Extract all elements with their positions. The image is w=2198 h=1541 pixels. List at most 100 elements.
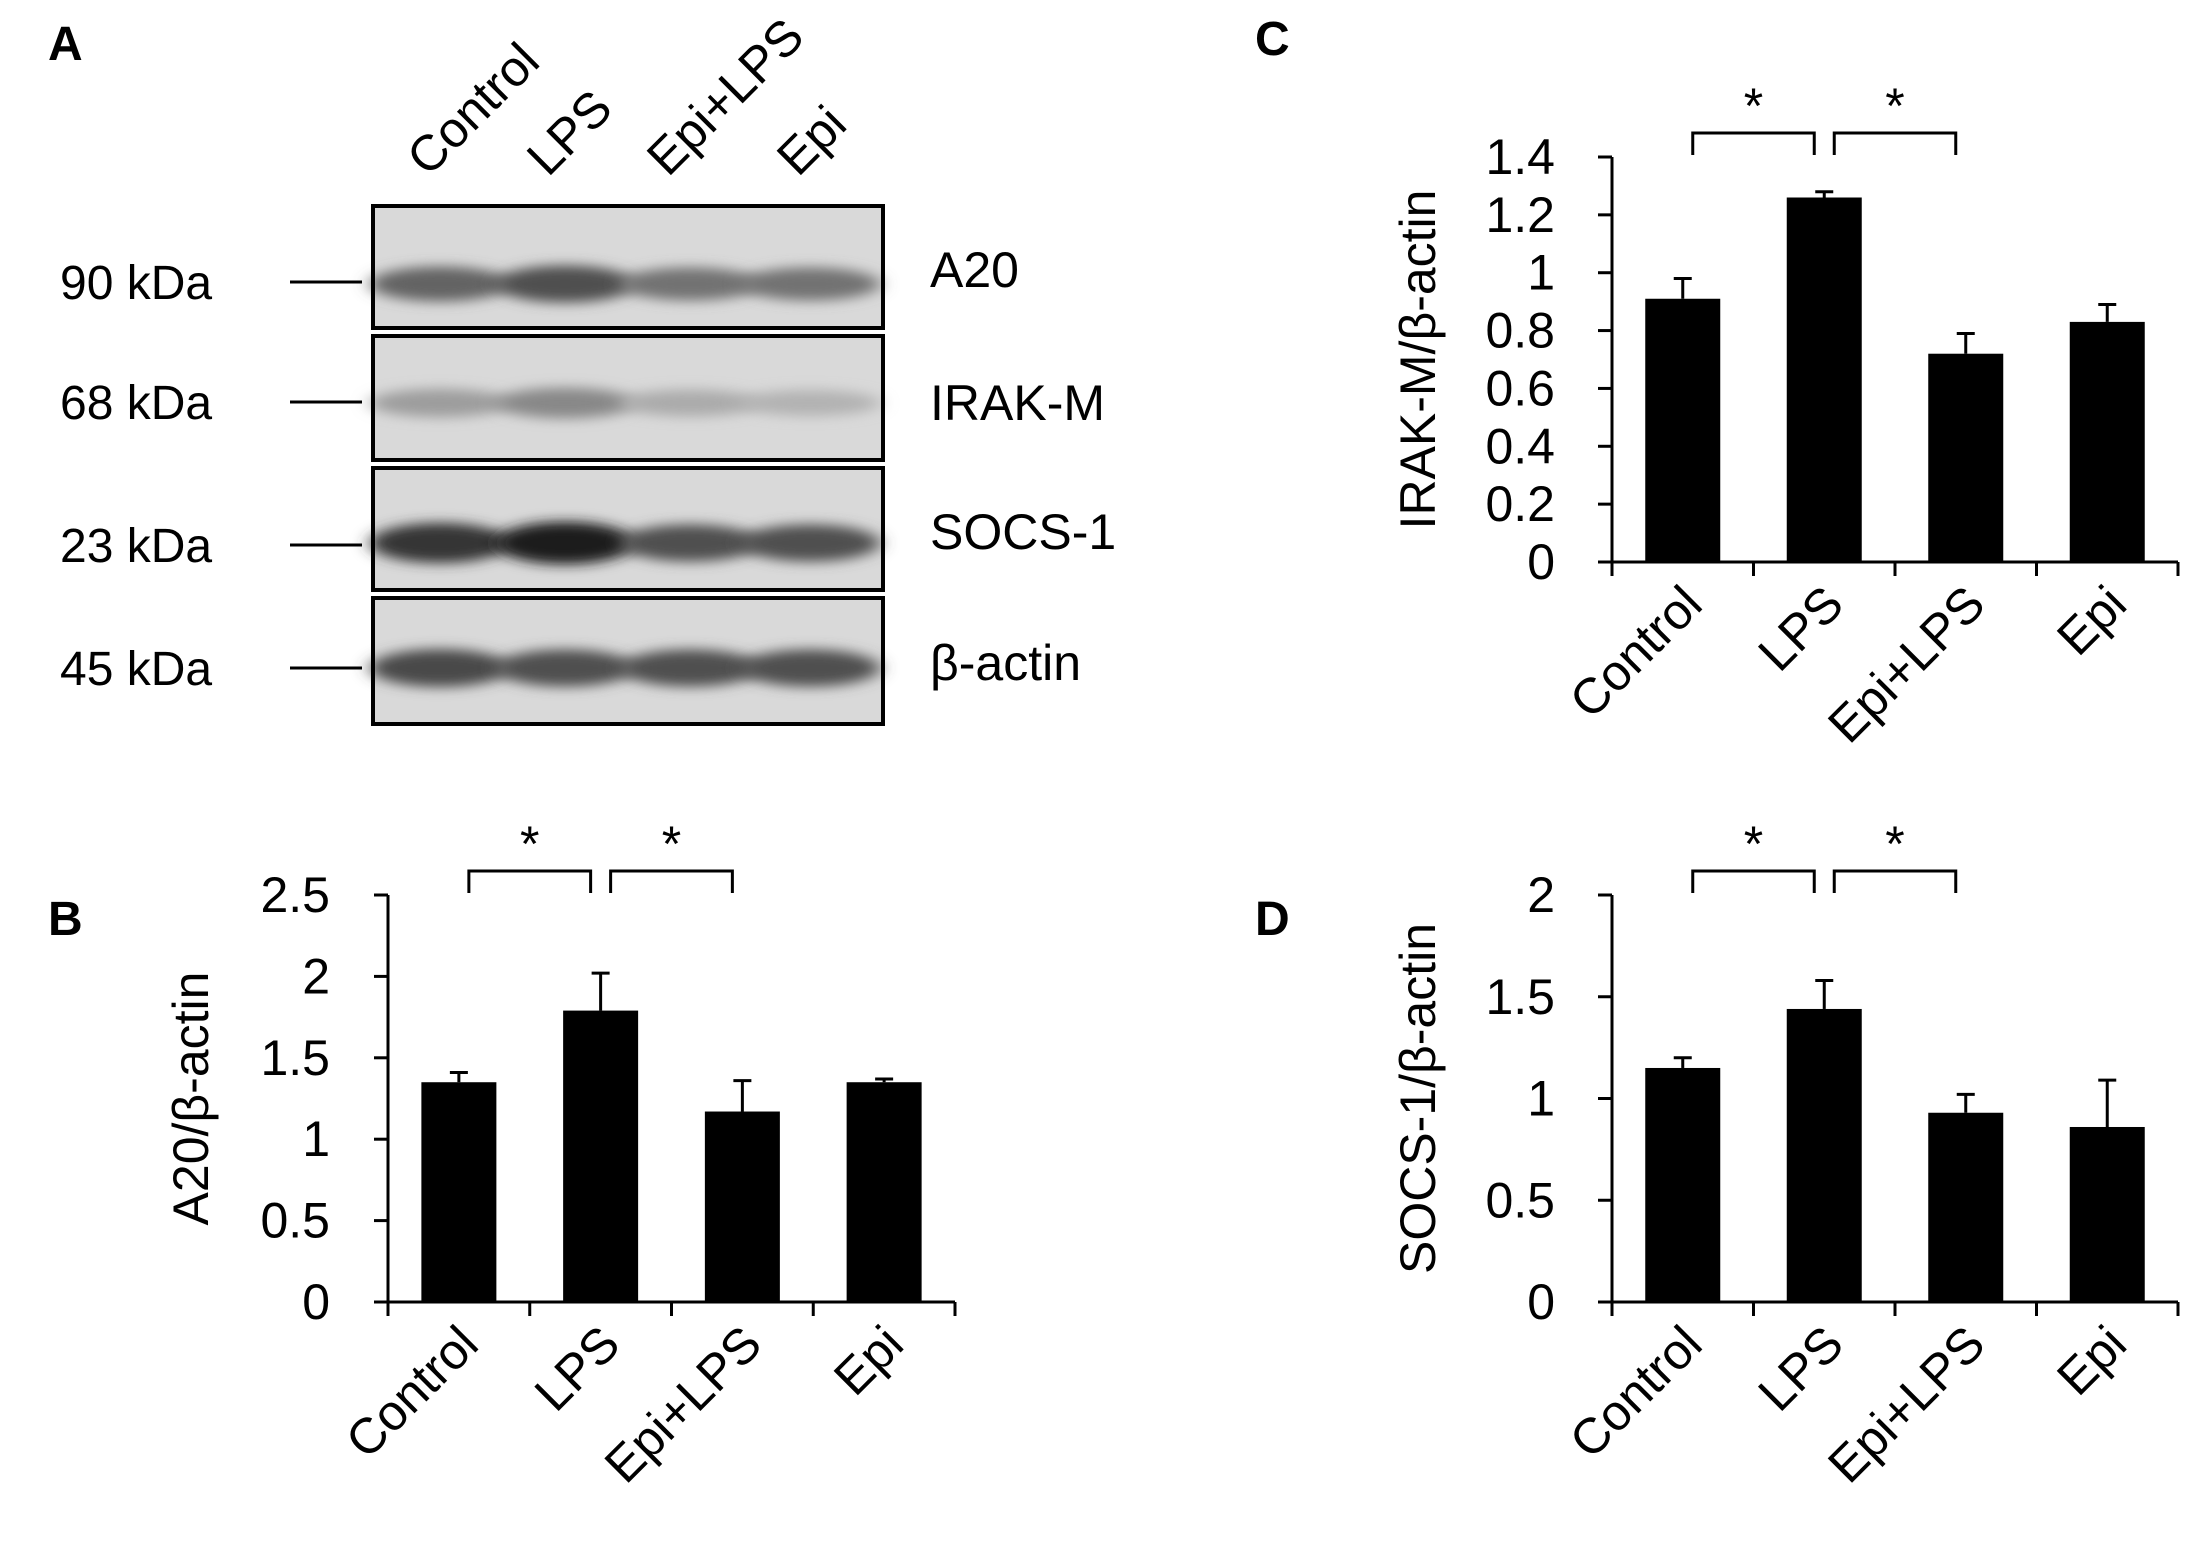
category-label: LPS — [1748, 1315, 1854, 1421]
blot-band — [495, 649, 635, 687]
protein-label: IRAK-M — [930, 375, 1105, 431]
protein-label: β-actin — [930, 635, 1081, 691]
lane-label: Control — [396, 32, 550, 186]
y-axis-label: IRAK-M/β-actin — [1390, 190, 1446, 530]
bar — [563, 1010, 639, 1302]
y-tick-label: 0 — [1527, 1274, 1555, 1330]
y-tick-label: 0 — [1527, 534, 1555, 590]
blot-row: 45 kDa β-actin — [60, 596, 1081, 726]
y-tick-label: 0 — [302, 1274, 330, 1330]
significance-bracket — [609, 869, 734, 893]
blot-band — [740, 649, 880, 687]
significance-bracket — [1691, 131, 1816, 155]
blot-band — [370, 522, 510, 564]
y-tick-label: 1.5 — [260, 1030, 330, 1086]
blot-band — [370, 266, 510, 302]
y-tick-label: 2 — [302, 948, 330, 1004]
category-label: LPS — [1748, 575, 1854, 681]
blot-row: 68 kDa IRAK-M — [60, 334, 1105, 462]
bar — [1928, 1112, 2004, 1302]
blot-band — [495, 387, 635, 419]
blot-band — [620, 524, 760, 562]
y-tick-label: 0.5 — [260, 1193, 330, 1249]
molecular-weight-label: 45 kDa — [60, 643, 212, 696]
category-label: Control — [1559, 1315, 1713, 1469]
category-label: LPS — [524, 1315, 630, 1421]
significance-star: * — [1885, 816, 1904, 872]
y-tick-label: 1.5 — [1485, 969, 1555, 1025]
y-tick-label: 1.2 — [1485, 187, 1555, 243]
y-tick-label: 1.4 — [1485, 129, 1555, 185]
lane-label: Epi — [766, 95, 857, 186]
protein-label: SOCS-1 — [930, 504, 1116, 560]
category-label: Epi+LPS — [1817, 575, 1995, 753]
blot-border — [371, 596, 885, 726]
panel-letter-d: D — [1255, 893, 1290, 946]
blot-band — [740, 390, 880, 416]
category-label: Epi+LPS — [1817, 1315, 1995, 1493]
y-tick-label: 0.5 — [1485, 1172, 1555, 1228]
blot-row: 23 kDa SOCS-1 — [60, 466, 1116, 592]
molecular-weight-label: 23 kDa — [60, 520, 212, 573]
significance-bracket — [467, 869, 593, 893]
significance-star: * — [662, 816, 681, 872]
y-tick-label: 2.5 — [260, 867, 330, 923]
blot-row: 90 kDa A20 — [60, 204, 1019, 330]
y-tick-label: 1 — [1527, 1071, 1555, 1127]
blot-border — [371, 466, 885, 592]
blot-band — [620, 389, 760, 417]
blot-band — [495, 521, 635, 565]
significance-bracket — [1832, 869, 1958, 893]
blot-band — [370, 649, 510, 687]
bar — [1786, 197, 1862, 562]
y-axis-label: A20/β-actin — [163, 972, 219, 1226]
significance-star: * — [1885, 78, 1904, 134]
significance-star: * — [520, 816, 539, 872]
category-label: Epi — [2046, 1315, 2137, 1406]
blot-band — [620, 649, 760, 687]
significance-bracket — [1832, 131, 1958, 155]
panel-letter-b: B — [48, 893, 83, 946]
bar — [421, 1082, 497, 1302]
y-tick-label: 2 — [1527, 867, 1555, 923]
significance-star: * — [1744, 816, 1763, 872]
blot-band — [495, 265, 635, 303]
y-tick-label: 0.6 — [1485, 360, 1555, 416]
blot-border — [371, 334, 885, 462]
bar — [846, 1082, 922, 1302]
y-tick-label: 0.8 — [1485, 303, 1555, 359]
molecular-weight-label: 68 kDa — [60, 377, 212, 430]
y-tick-label: 1 — [302, 1111, 330, 1167]
bar — [2069, 1126, 2145, 1302]
panel-letter-c: C — [1255, 13, 1290, 66]
y-tick-label: 0.4 — [1485, 418, 1555, 474]
bar — [704, 1111, 780, 1302]
blot-band — [620, 267, 760, 301]
molecular-weight-label: 90 kDa — [60, 257, 212, 310]
significance-star: * — [1744, 78, 1763, 134]
bar — [2069, 321, 2145, 562]
blot-band — [370, 388, 510, 418]
protein-label: A20 — [930, 242, 1019, 298]
blot-border — [371, 204, 885, 330]
category-label: Epi — [823, 1315, 914, 1406]
category-label: Epi — [2046, 575, 2137, 666]
category-label: Control — [1559, 575, 1713, 729]
blot-band — [740, 267, 880, 301]
panel-letter-a: A — [48, 18, 83, 71]
bar — [1645, 298, 1721, 562]
blot-band — [740, 524, 880, 562]
y-axis-label: SOCS-1/β-actin — [1390, 923, 1446, 1274]
bar — [1645, 1067, 1721, 1302]
blot-membrane — [371, 204, 885, 330]
y-tick-label: 1 — [1527, 245, 1555, 301]
significance-bracket — [1691, 869, 1816, 893]
category-label: Control — [335, 1315, 489, 1469]
bar — [1928, 353, 2004, 562]
y-tick-label: 0.2 — [1485, 476, 1555, 532]
